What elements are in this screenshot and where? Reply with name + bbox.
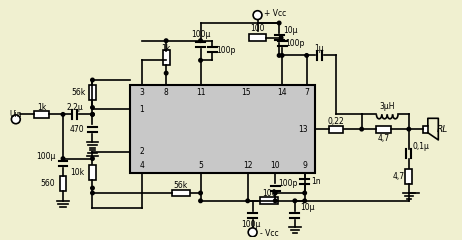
- Text: 8: 8: [164, 88, 169, 97]
- Circle shape: [274, 191, 277, 195]
- Bar: [130, 85, 315, 173]
- Text: 7: 7: [304, 88, 309, 97]
- Bar: [60, 176, 67, 191]
- Text: 0,22: 0,22: [328, 117, 345, 126]
- Text: 100μ: 100μ: [241, 220, 261, 229]
- Text: 5: 5: [198, 161, 203, 170]
- Text: 100μ: 100μ: [36, 152, 55, 161]
- Text: 14: 14: [277, 88, 287, 97]
- Text: 4,7: 4,7: [377, 134, 389, 144]
- Circle shape: [280, 54, 284, 57]
- Bar: [172, 190, 190, 196]
- Text: 100p: 100p: [285, 39, 304, 48]
- Text: 13: 13: [298, 125, 308, 134]
- Circle shape: [61, 157, 65, 160]
- Circle shape: [303, 191, 306, 195]
- Circle shape: [199, 199, 202, 203]
- Text: 3: 3: [139, 88, 144, 97]
- Circle shape: [277, 21, 281, 25]
- Bar: [89, 85, 96, 100]
- Circle shape: [253, 11, 262, 20]
- Circle shape: [12, 115, 20, 124]
- Circle shape: [91, 113, 94, 116]
- Bar: [261, 197, 278, 204]
- Circle shape: [61, 113, 65, 116]
- Circle shape: [91, 191, 94, 195]
- Text: 1k: 1k: [37, 103, 46, 112]
- Text: Uin: Uin: [9, 110, 22, 119]
- Bar: [405, 169, 412, 184]
- Bar: [89, 165, 96, 180]
- Circle shape: [199, 191, 202, 195]
- Bar: [423, 126, 428, 133]
- Text: 1k: 1k: [162, 44, 171, 53]
- Bar: [329, 126, 344, 132]
- Text: RL: RL: [437, 125, 448, 134]
- Circle shape: [164, 71, 168, 75]
- Text: 100: 100: [250, 24, 265, 33]
- Circle shape: [360, 127, 364, 131]
- Circle shape: [91, 157, 94, 160]
- Circle shape: [91, 106, 94, 109]
- Circle shape: [305, 54, 309, 57]
- Text: + Vcc: + Vcc: [264, 9, 286, 18]
- Circle shape: [199, 39, 202, 42]
- Bar: [249, 34, 267, 41]
- Text: 0,1μ: 0,1μ: [412, 142, 429, 151]
- Bar: [163, 50, 170, 65]
- Text: 100μ: 100μ: [191, 30, 210, 39]
- Text: - Vcc: - Vcc: [261, 229, 279, 238]
- Text: 2: 2: [139, 147, 144, 156]
- Circle shape: [246, 199, 249, 203]
- Text: 100p: 100p: [278, 179, 298, 188]
- Circle shape: [280, 36, 283, 40]
- Text: 12: 12: [243, 161, 252, 170]
- Text: 4,7: 4,7: [393, 172, 405, 181]
- Circle shape: [91, 78, 94, 82]
- Circle shape: [274, 199, 277, 203]
- Text: 10μ: 10μ: [300, 203, 315, 212]
- Text: 56k: 56k: [174, 181, 188, 190]
- Text: 15: 15: [241, 88, 250, 97]
- Text: 56k: 56k: [71, 88, 85, 97]
- Text: 4: 4: [139, 161, 144, 170]
- Bar: [376, 126, 391, 132]
- Circle shape: [164, 39, 168, 42]
- Text: 2,2μ: 2,2μ: [67, 103, 83, 112]
- Circle shape: [91, 186, 94, 190]
- Circle shape: [303, 199, 306, 203]
- Circle shape: [199, 59, 202, 62]
- Text: 100p: 100p: [216, 46, 236, 55]
- Text: 560: 560: [41, 179, 55, 188]
- Circle shape: [277, 54, 281, 57]
- Text: 10μ: 10μ: [284, 26, 298, 35]
- Text: 10k: 10k: [71, 168, 85, 177]
- Text: 10: 10: [270, 161, 280, 170]
- Text: 1n: 1n: [312, 177, 321, 186]
- Bar: [34, 111, 49, 118]
- Text: 470: 470: [70, 125, 85, 134]
- Text: 1: 1: [139, 105, 144, 114]
- Text: 1μ: 1μ: [315, 44, 324, 53]
- Circle shape: [248, 228, 257, 237]
- Text: 100: 100: [262, 189, 277, 198]
- Text: 3μH: 3μH: [379, 102, 395, 111]
- Text: 11: 11: [196, 88, 205, 97]
- Circle shape: [293, 199, 297, 203]
- Text: 9: 9: [302, 161, 307, 170]
- Circle shape: [91, 113, 94, 116]
- Circle shape: [407, 127, 411, 131]
